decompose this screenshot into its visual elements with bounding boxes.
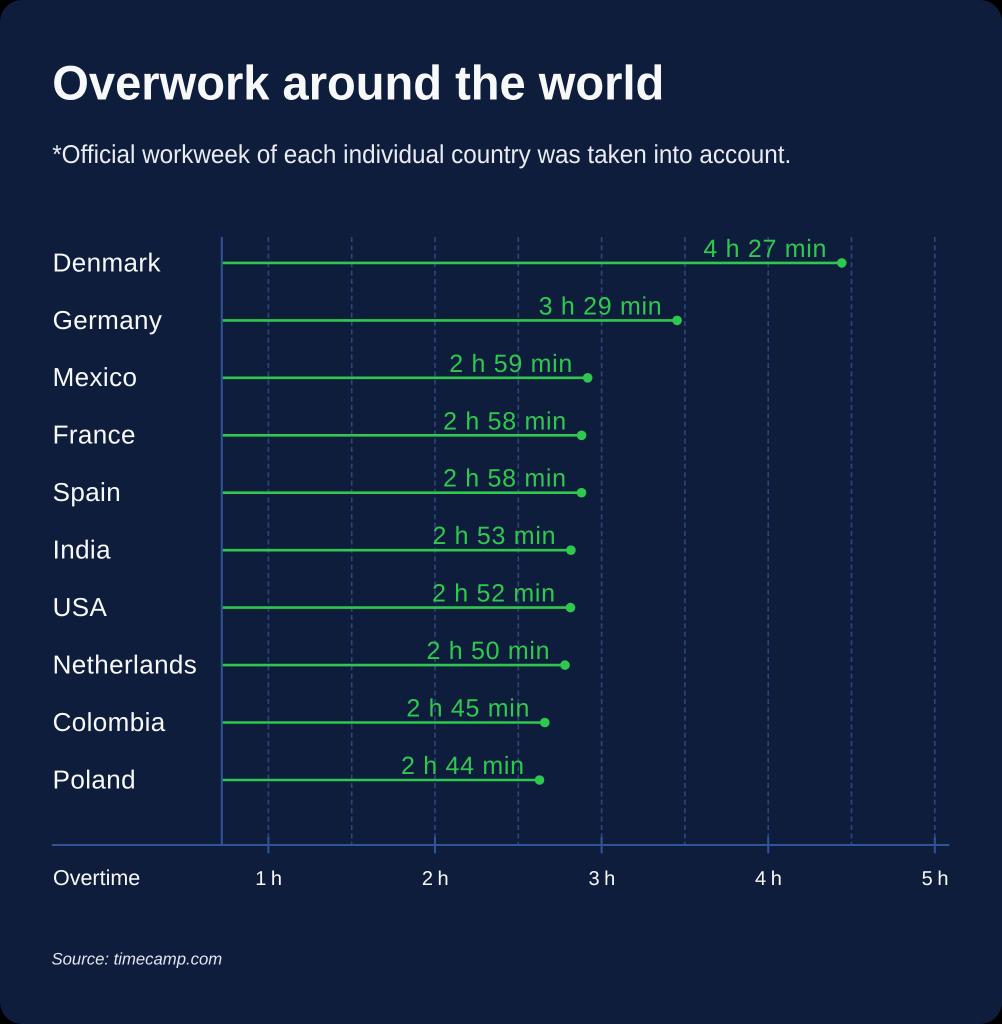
svg-text:India: India — [53, 535, 112, 565]
svg-text:Poland: Poland — [53, 764, 136, 794]
svg-text:Denmark: Denmark — [53, 247, 162, 277]
svg-text:2 h: 2 h — [422, 868, 448, 890]
svg-text:4 h 27 min: 4 h 27 min — [703, 235, 827, 263]
svg-text:3 h: 3 h — [588, 868, 614, 890]
svg-text:5 h: 5 h — [922, 868, 948, 890]
svg-text:2 h 45 min: 2 h 45 min — [406, 695, 530, 723]
svg-text:Germany: Germany — [53, 305, 163, 335]
svg-text:2 h 44 min: 2 h 44 min — [401, 752, 525, 780]
svg-text:*Official workweek of each ind: *Official workweek of each individual co… — [52, 141, 791, 169]
svg-text:2 h 50 min: 2 h 50 min — [427, 637, 551, 665]
svg-text:1 h: 1 h — [255, 868, 281, 890]
svg-text:4 h: 4 h — [755, 868, 781, 890]
svg-text:Overtime: Overtime — [53, 866, 140, 890]
svg-text:Mexico: Mexico — [53, 362, 138, 392]
svg-text:Colombia: Colombia — [53, 707, 166, 737]
svg-text:3 h 29 min: 3 h 29 min — [539, 292, 663, 320]
svg-text:2 h 58 min: 2 h 58 min — [443, 465, 567, 493]
svg-text:Spain: Spain — [53, 477, 122, 507]
svg-text:USA: USA — [53, 592, 108, 622]
svg-text:France: France — [53, 420, 136, 450]
svg-text:Source: timecamp.com: Source: timecamp.com — [52, 949, 223, 968]
svg-text:2 h 52 min: 2 h 52 min — [432, 580, 556, 608]
svg-text:2 h 53 min: 2 h 53 min — [432, 522, 556, 550]
svg-text:2 h 58 min: 2 h 58 min — [443, 407, 567, 435]
svg-text:Netherlands: Netherlands — [53, 650, 198, 680]
svg-text:Overwork around the world: Overwork around the world — [52, 57, 664, 111]
svg-text:2 h 59 min: 2 h 59 min — [449, 350, 573, 378]
